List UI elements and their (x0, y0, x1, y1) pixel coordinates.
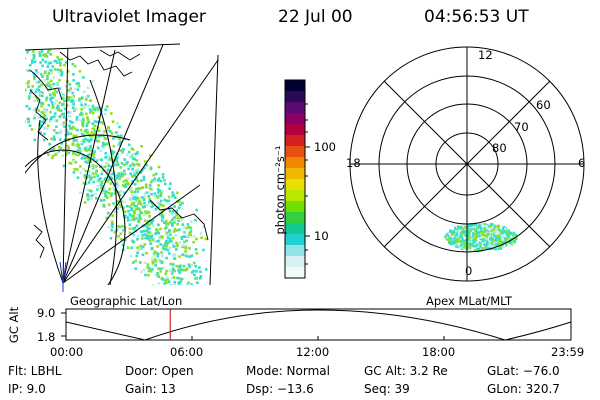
colorbar-tick-10: 10 (314, 229, 329, 243)
altitude-ytick-low: 1.8 (37, 330, 56, 344)
colorbar-segment (285, 113, 305, 125)
info-door: Door: Open (125, 364, 194, 378)
colorbar-segment (285, 91, 305, 103)
geographic-grid (25, 44, 219, 285)
colorbar-segment (285, 179, 305, 191)
colorbar-segment (285, 256, 305, 268)
mlt-label-18: 18 (346, 156, 361, 170)
altitude-xtick-3: 18:00 (422, 345, 456, 359)
aurora-emission-right (444, 222, 518, 253)
mlat-label-60: 60 (536, 98, 551, 112)
colorbar-units-label: photon cm⁻²s⁻¹ (273, 145, 287, 235)
time-label: 04:56:53 UT (424, 7, 529, 27)
colorbar-segment (285, 135, 305, 147)
mlt-label-12: 12 (478, 48, 493, 62)
altitude-x-ticks (61, 312, 445, 340)
altitude-plot (61, 308, 572, 341)
colorbar-segment (285, 267, 305, 279)
colorbar-segment (285, 201, 305, 213)
colorbar-segment (285, 190, 305, 202)
polar-grid (349, 46, 585, 282)
mlat-label-80: 80 (492, 141, 507, 155)
altitude-xtick-2: 12:00 (296, 345, 330, 359)
info-gain: Gain: 13 (125, 382, 176, 396)
colorbar-segment (285, 146, 305, 158)
info-glat: GLat: −76.0 (487, 364, 560, 378)
info-gc-alt: GC Alt: 3.2 Re (364, 364, 448, 378)
coastlines (29, 49, 209, 259)
altitude-ytick-high: 9.0 (37, 306, 56, 320)
mlt-label-0: 0 (465, 264, 473, 278)
colorbar-segment (285, 223, 305, 235)
left-panel-caption: Geographic Lat/Lon (70, 294, 183, 308)
aurora-emission-left (25, 44, 208, 285)
altitude-plot-frame (65, 308, 572, 341)
colorbar-tick-100: 100 (314, 140, 336, 154)
satellite-nadir-marker (59, 261, 67, 292)
info-seq: Seq: 39 (364, 382, 410, 396)
colorbar-segment (285, 212, 305, 224)
colorbar-segment (285, 157, 305, 169)
altitude-curve (65, 309, 572, 341)
altitude-xtick-0: 00:00 (50, 345, 84, 359)
panel-edge-right (209, 54, 219, 286)
geographic-image (25, 44, 219, 285)
colorbar-segment (285, 234, 305, 246)
colorbar-segment (285, 168, 305, 180)
colorbar-ticks (305, 103, 310, 265)
right-panel-caption: Apex MLat/MLT (426, 294, 513, 308)
info-glon: GLon: 320.7 (487, 382, 560, 396)
info-ip: IP: 9.0 (8, 382, 46, 396)
altitude-xtick-4: 23:59 (551, 345, 585, 359)
mlt-label-6: 6 (578, 156, 586, 170)
altitude-xtick-1: 06:00 (170, 345, 204, 359)
colorbar-segment (285, 102, 305, 114)
colorbar-segment (285, 124, 305, 136)
info-dsp: Dsp: −13.6 (246, 382, 314, 396)
polar-image (349, 46, 585, 282)
date-label: 22 Jul 00 (278, 7, 353, 27)
mlat-label-70: 70 (514, 120, 529, 134)
colorbar-segment (285, 80, 305, 92)
colorbar-segment (285, 245, 305, 257)
info-filter: Flt: LBHL (8, 364, 62, 378)
info-mode: Mode: Normal (246, 364, 330, 378)
instrument-title: Ultraviolet Imager (52, 7, 206, 27)
colorbar-frame (284, 79, 306, 279)
colorbar (285, 80, 305, 279)
panel-edge-top (24, 43, 181, 51)
altitude-ylabel: GC Alt (7, 306, 21, 344)
